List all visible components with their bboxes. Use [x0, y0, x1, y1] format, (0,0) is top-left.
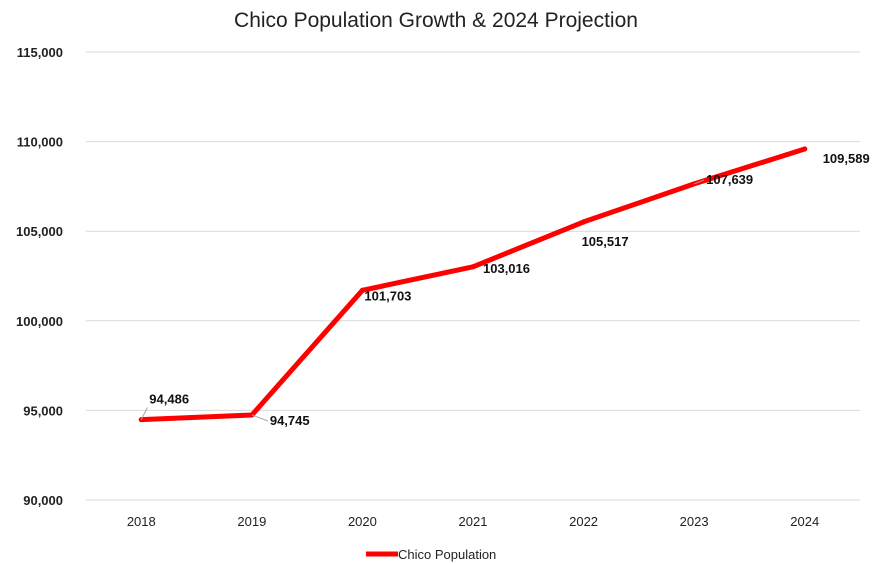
data-labels: 94,486 94,745 101,703 103,016 105,517 107,639… [140, 151, 870, 428]
x-tick-label: 2018 [127, 514, 156, 529]
legend: Chico Population [366, 547, 496, 562]
label-leader-line [140, 407, 148, 420]
data-label: 107,639 [706, 172, 753, 187]
data-label: 94,745 [270, 413, 310, 428]
data-label: 109,589 [823, 151, 870, 166]
gridlines [86, 51, 860, 501]
y-tick-label: 105,000 [16, 224, 63, 239]
data-label: 94,486 [149, 392, 189, 407]
x-tick-label: 2021 [459, 514, 488, 529]
y-tick-label: 90,000 [23, 493, 63, 508]
y-tick-label: 95,000 [23, 403, 63, 418]
series-line [138, 146, 808, 423]
label-leader-line [251, 414, 269, 422]
x-tick-label: 2019 [237, 514, 266, 529]
data-point [802, 146, 808, 152]
series-layer [138, 146, 808, 423]
x-tick-label: 2020 [348, 514, 377, 529]
x-tick-label: 2024 [790, 514, 819, 529]
data-label: 105,517 [582, 234, 629, 249]
chart-title: Chico Population Growth & 2024 Projectio… [234, 9, 638, 32]
x-tick-label: 2023 [680, 514, 709, 529]
y-tick-label: 100,000 [16, 314, 63, 329]
y-tick-label: 115,000 [17, 45, 63, 60]
data-point [359, 287, 365, 293]
x-tick-label: 2022 [569, 514, 598, 529]
label-leader-line [693, 179, 705, 185]
y-tick-label: 110,000 [17, 135, 63, 150]
data-label: 103,016 [483, 261, 530, 276]
data-point [470, 264, 476, 270]
data-point [581, 219, 587, 225]
data-label: 101,703 [364, 288, 411, 303]
x-axis-ticks: 2018 2019 2020 2021 2022 2023 2024 [127, 514, 819, 529]
legend-label: Chico Population [398, 547, 496, 562]
y-axis-ticks: 90,000 95,000 100,000 105,000 110,000 115,000 [16, 45, 63, 508]
